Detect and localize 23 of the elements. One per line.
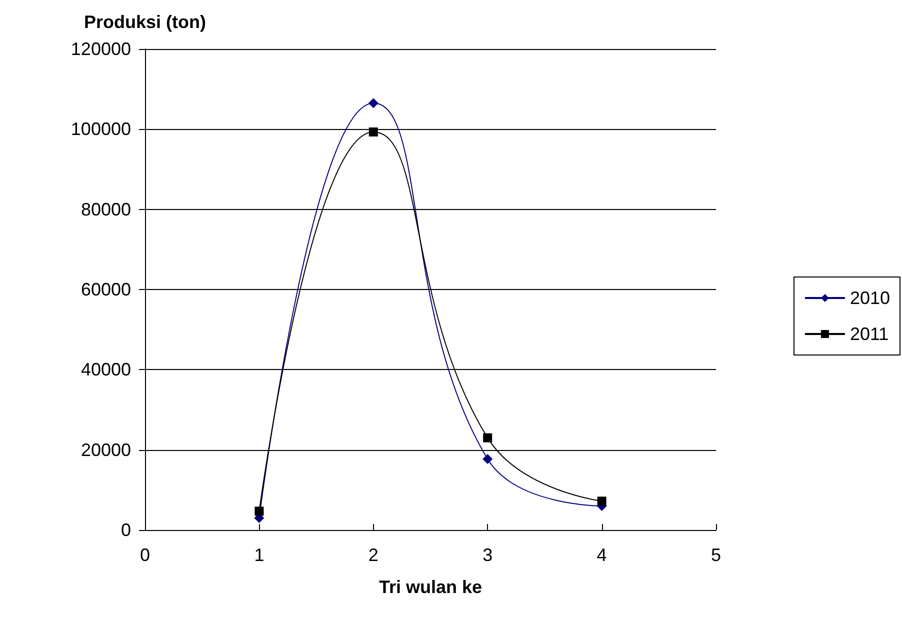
x-tick-label: 3	[482, 545, 493, 565]
x-tick-label: 4	[596, 545, 607, 565]
point	[254, 506, 264, 516]
x-tick-label: 2	[368, 545, 378, 565]
y-tick-label: 20000	[80, 440, 131, 460]
y-tick-label: 80000	[80, 199, 131, 220]
x-tick-label: 5	[710, 545, 722, 565]
y-tick-label: 60000	[80, 280, 131, 300]
point	[368, 98, 378, 108]
y-tick-label: 120000	[70, 39, 131, 59]
point	[597, 496, 606, 506]
y-tick-label: 0	[120, 520, 131, 540]
point	[368, 127, 378, 136]
x-axis-title: Tri wulan ke	[378, 577, 482, 597]
y-tick-label: 100000	[70, 119, 131, 140]
point	[483, 433, 492, 442]
point	[482, 454, 493, 464]
y-axis-title: Produksi (ton)	[84, 12, 206, 32]
x-tick-label: 0	[140, 545, 150, 565]
x-tick-label: 1	[254, 545, 264, 565]
legend-label: 2011	[850, 324, 889, 344]
y-tick-label: 40000	[80, 360, 131, 380]
legend-label: 2010	[850, 288, 890, 308]
